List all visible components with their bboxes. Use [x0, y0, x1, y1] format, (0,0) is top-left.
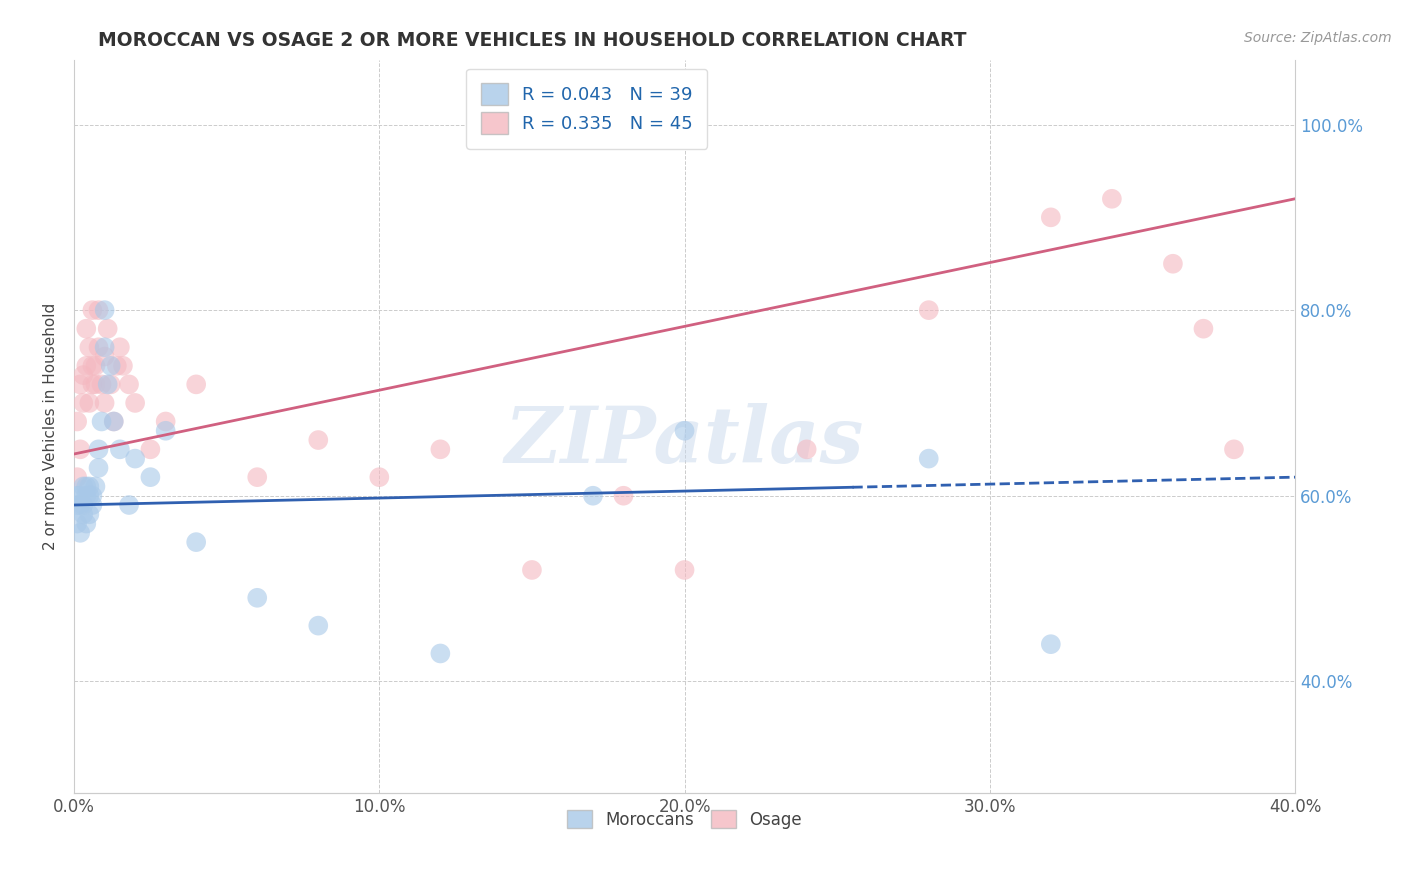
Point — [307, 618, 329, 632]
Point — [124, 396, 146, 410]
Point — [100, 359, 122, 373]
Point — [84, 377, 107, 392]
Point — [79, 489, 101, 503]
Point — [155, 415, 177, 429]
Point — [69, 377, 91, 392]
Point — [66, 516, 89, 531]
Point — [139, 442, 162, 457]
Text: MOROCCAN VS OSAGE 2 OR MORE VEHICLES IN HOUSEHOLD CORRELATION CHART: MOROCCAN VS OSAGE 2 OR MORE VEHICLES IN … — [98, 31, 967, 50]
Point — [90, 377, 112, 392]
Point — [82, 303, 104, 318]
Point — [75, 359, 97, 373]
Point — [75, 479, 97, 493]
Point — [100, 377, 122, 392]
Point — [186, 535, 208, 549]
Point — [520, 563, 543, 577]
Point — [673, 424, 696, 438]
Point — [79, 479, 101, 493]
Point — [1161, 257, 1184, 271]
Point — [66, 498, 89, 512]
Point — [87, 442, 110, 457]
Point — [87, 461, 110, 475]
Point — [82, 489, 104, 503]
Point — [79, 396, 101, 410]
Point — [1101, 192, 1123, 206]
Point — [84, 479, 107, 493]
Point — [72, 508, 94, 522]
Point — [90, 415, 112, 429]
Point — [87, 340, 110, 354]
Point — [82, 377, 104, 392]
Point — [118, 377, 141, 392]
Point — [1039, 637, 1062, 651]
Point — [918, 303, 941, 318]
Point — [93, 340, 115, 354]
Point — [673, 563, 696, 577]
Point — [72, 396, 94, 410]
Point — [79, 340, 101, 354]
Point — [93, 396, 115, 410]
Point — [246, 470, 269, 484]
Point — [307, 433, 329, 447]
Point — [84, 359, 107, 373]
Point — [186, 377, 208, 392]
Point — [66, 415, 89, 429]
Point — [103, 415, 125, 429]
Point — [796, 442, 818, 457]
Point — [82, 359, 104, 373]
Point — [429, 647, 451, 661]
Point — [612, 489, 634, 503]
Point — [918, 451, 941, 466]
Point — [69, 442, 91, 457]
Point — [66, 489, 89, 503]
Point — [69, 498, 91, 512]
Point — [93, 303, 115, 318]
Y-axis label: 2 or more Vehicles in Household: 2 or more Vehicles in Household — [44, 302, 58, 549]
Point — [124, 451, 146, 466]
Point — [82, 498, 104, 512]
Text: ZIPatlas: ZIPatlas — [505, 402, 865, 479]
Point — [1039, 211, 1062, 225]
Point — [1223, 442, 1246, 457]
Point — [111, 359, 134, 373]
Point — [105, 359, 128, 373]
Point — [97, 377, 120, 392]
Point — [72, 498, 94, 512]
Point — [69, 489, 91, 503]
Text: Source: ZipAtlas.com: Source: ZipAtlas.com — [1244, 31, 1392, 45]
Point — [429, 442, 451, 457]
Point — [108, 340, 131, 354]
Point — [87, 303, 110, 318]
Point — [103, 415, 125, 429]
Point — [75, 516, 97, 531]
Point — [97, 321, 120, 335]
Point — [75, 321, 97, 335]
Point — [108, 442, 131, 457]
Point — [72, 479, 94, 493]
Point — [69, 525, 91, 540]
Point — [368, 470, 391, 484]
Point — [72, 368, 94, 383]
Point — [246, 591, 269, 605]
Point — [93, 350, 115, 364]
Point — [66, 470, 89, 484]
Point — [155, 424, 177, 438]
Point — [139, 470, 162, 484]
Legend: Moroccans, Osage: Moroccans, Osage — [561, 804, 808, 836]
Point — [118, 498, 141, 512]
Point — [79, 508, 101, 522]
Point — [1192, 321, 1215, 335]
Point — [75, 489, 97, 503]
Point — [582, 489, 605, 503]
